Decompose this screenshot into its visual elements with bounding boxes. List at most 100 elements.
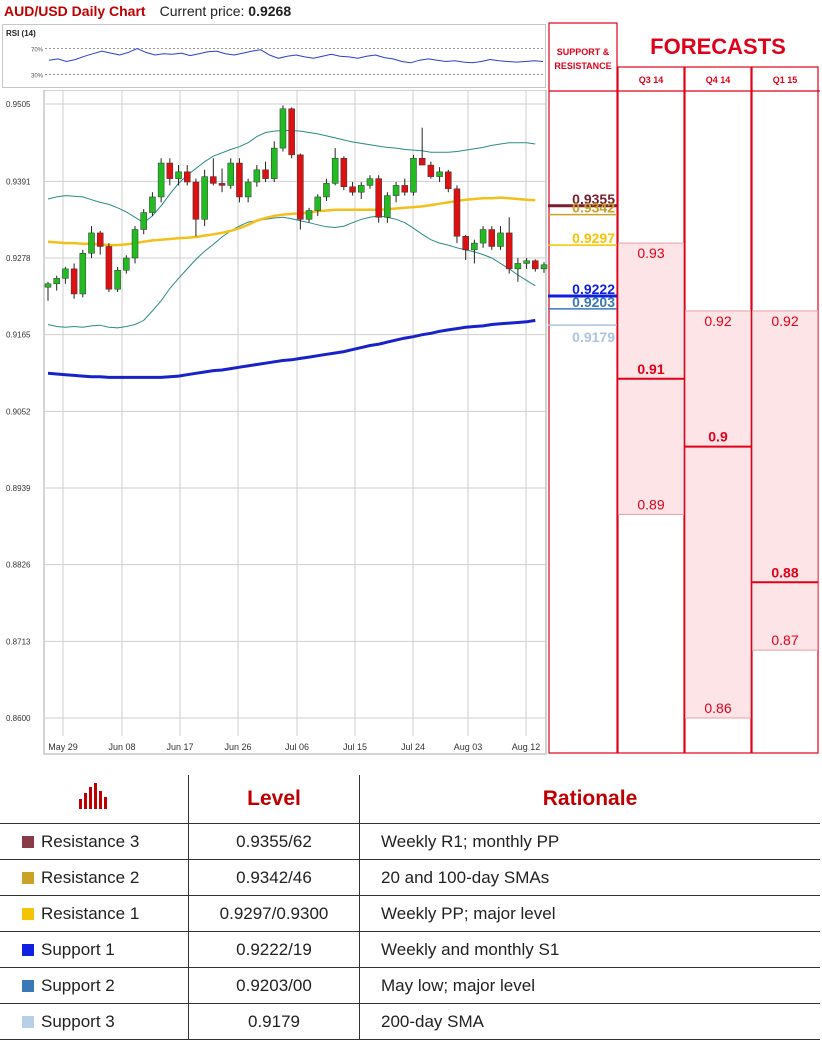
- candle-body: [497, 232, 504, 247]
- candle-body: [236, 162, 243, 198]
- y-tick-label: 0.9052: [6, 407, 31, 416]
- sr-level-label: 0.9355: [572, 191, 615, 207]
- candle-body: [540, 264, 548, 270]
- level-color-swatch: [22, 1015, 34, 1028]
- chart-title: AUD/USD Daily Chart: [4, 3, 146, 19]
- level-color-swatch: [22, 907, 34, 920]
- forecast-range-band: [685, 310, 751, 719]
- candle-body: [140, 212, 147, 230]
- rsi-plot: RSI (14) 70% 30%: [6, 29, 544, 80]
- levels-table: Level Rationale Resistance 3 0.9355/62 Wee…: [0, 775, 822, 1040]
- candle-body: [349, 186, 356, 193]
- candle-body: [305, 210, 313, 220]
- candle-body: [262, 169, 269, 179]
- sr-level-label: 0.9222: [572, 281, 615, 297]
- candle-body: [401, 185, 409, 193]
- sr-level-label: 0.9297: [572, 230, 615, 246]
- candle-body: [192, 181, 200, 220]
- candle-body: [166, 162, 174, 179]
- table-header-level: Level: [188, 775, 360, 824]
- candle-body: [183, 171, 191, 183]
- candle-body: [462, 236, 469, 251]
- candle-body: [523, 260, 530, 264]
- candle-body: [418, 158, 426, 166]
- level-value: 0.9222/19: [188, 931, 360, 968]
- forecast-central-label: 0.9: [708, 429, 728, 445]
- candle-body: [62, 268, 69, 279]
- level-name: Support 2: [41, 975, 115, 995]
- y-tick-label: 0.8939: [6, 484, 31, 493]
- candle-body: [297, 154, 304, 220]
- level-rationale: May low; major level: [359, 967, 820, 1004]
- x-tick-label: Jul 15: [343, 742, 367, 752]
- y-tick-label: 0.9165: [6, 331, 31, 340]
- candle-body: [314, 196, 322, 211]
- quarter-label: Q3 14: [639, 75, 664, 85]
- candle-body: [514, 263, 522, 270]
- level-name: Support 3: [41, 1011, 115, 1031]
- candle-body: [53, 278, 60, 285]
- candle-body: [323, 183, 330, 198]
- bollinger-lower-line: [47, 215, 536, 329]
- candle-body: [114, 269, 121, 290]
- x-tick-label: Jun 08: [108, 742, 135, 752]
- x-tick-label: Aug 12: [512, 742, 541, 752]
- candle-body: [358, 185, 365, 193]
- candle-body: [427, 164, 435, 177]
- level-rationale: Weekly PP; major level: [359, 895, 820, 932]
- level-color-swatch: [22, 835, 34, 848]
- level-value: 0.9342/46: [188, 859, 360, 896]
- x-tick-label: Jun 17: [166, 742, 193, 752]
- candle-body: [532, 260, 539, 270]
- candle-body: [479, 229, 487, 244]
- y-tick-label: 0.9505: [6, 100, 31, 109]
- candle-body: [340, 158, 348, 188]
- candle-body: [201, 176, 208, 220]
- sr-header-line2: RESISTANCE: [554, 61, 611, 71]
- candle-body: [471, 242, 478, 251]
- level-name-cell: Support 3: [0, 1003, 189, 1040]
- forecast-high-label: 0.92: [704, 313, 731, 329]
- sr-header-line1: SUPPORT &: [557, 47, 610, 57]
- rsi-line: [48, 47, 544, 64]
- rsi-panel: RSI (14) 70% 30%: [2, 24, 546, 88]
- candle-body: [253, 169, 261, 183]
- y-tick-label: 0.8600: [6, 714, 31, 723]
- level-rationale: 20 and 100-day SMAs: [359, 859, 820, 896]
- level-name-cell: Support 1: [0, 931, 189, 968]
- table-row: Support 1 0.9222/19 Weekly and monthly S1: [0, 931, 820, 968]
- candle-body: [244, 181, 252, 198]
- chart-title-row: AUD/USD Daily Chart Current price: 0.9268: [0, 0, 548, 22]
- level-value: 0.9355/62: [188, 823, 360, 860]
- table-header-icon-cell: [0, 775, 189, 824]
- y-tick-label: 0.9278: [6, 254, 31, 263]
- level-name: Resistance 1: [41, 903, 140, 923]
- x-tick-label: May 29: [48, 742, 78, 752]
- candle-body: [410, 158, 417, 193]
- level-color-swatch: [22, 943, 34, 956]
- candle-body: [70, 268, 78, 295]
- level-name: Support 1: [41, 939, 115, 959]
- x-tick-label: Jul 06: [285, 742, 309, 752]
- forecast-range-band: [752, 310, 818, 651]
- price-value: 0.9268: [248, 3, 292, 19]
- forecast-low-label: 0.89: [637, 496, 664, 512]
- quarter-label: Q4 14: [706, 75, 731, 85]
- forecast-central-label: 0.88: [771, 564, 798, 580]
- rsi-upper-label: 70%: [31, 48, 44, 54]
- forecast-low-label: 0.87: [771, 632, 798, 648]
- candle-body: [218, 183, 226, 186]
- candle-body: [105, 246, 113, 290]
- price-label: Current price:: [159, 3, 245, 19]
- forecast-central-label: 0.91: [637, 361, 664, 377]
- forecast-panel: SUPPORT & RESISTANCE FORECASTS Q3 14 0.93 0.9…: [548, 22, 820, 754]
- level-value: 0.9203/00: [188, 967, 360, 1004]
- forecasts-title: FORECASTS: [650, 34, 786, 59]
- level-name-cell: Support 2: [0, 967, 189, 1004]
- level-rationale: 200-day SMA: [359, 1003, 820, 1040]
- y-tick-label: 0.9391: [6, 177, 31, 186]
- candle-body: [445, 171, 452, 190]
- sr-level-label: 0.9342: [572, 200, 615, 216]
- candle-body: [79, 253, 87, 295]
- y-tick-label: 0.8826: [6, 561, 31, 570]
